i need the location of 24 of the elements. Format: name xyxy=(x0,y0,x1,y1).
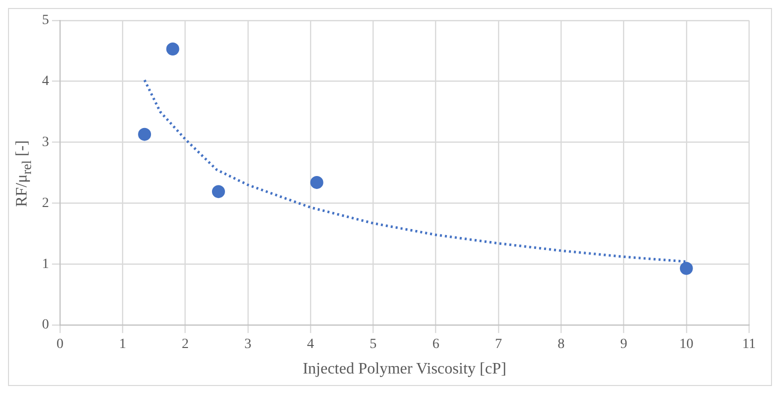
y-tick-label: 3 xyxy=(42,134,49,150)
point xyxy=(310,176,324,189)
x-tick-label: 8 xyxy=(558,337,565,352)
x-tick-label: 2 xyxy=(182,337,189,352)
x-tick-label: 4 xyxy=(307,337,314,352)
y-tick-label: 1 xyxy=(42,256,49,272)
x-tick-label: 1 xyxy=(119,337,126,352)
y-tick-label: 5 xyxy=(42,13,49,28)
x-axis-title: Injected Polymer Viscosity [cP] xyxy=(302,360,506,378)
point xyxy=(138,128,152,141)
point xyxy=(166,42,180,56)
y-tick-label: 0 xyxy=(42,318,49,333)
x-tick-label: 5 xyxy=(370,337,377,352)
y-tick-label: 4 xyxy=(42,74,49,89)
point xyxy=(680,262,693,275)
x-tick-label: 6 xyxy=(432,337,440,352)
x-tick-label: 3 xyxy=(244,337,252,352)
x-tick-label: 11 xyxy=(742,337,756,352)
x-tick-label: 9 xyxy=(620,337,628,352)
x-tick-label: 10 xyxy=(679,337,694,352)
point xyxy=(212,185,225,198)
y-tick-label: 2 xyxy=(42,196,49,211)
x-tick-label: 0 xyxy=(56,337,64,352)
x-tick-label: 7 xyxy=(494,337,502,352)
